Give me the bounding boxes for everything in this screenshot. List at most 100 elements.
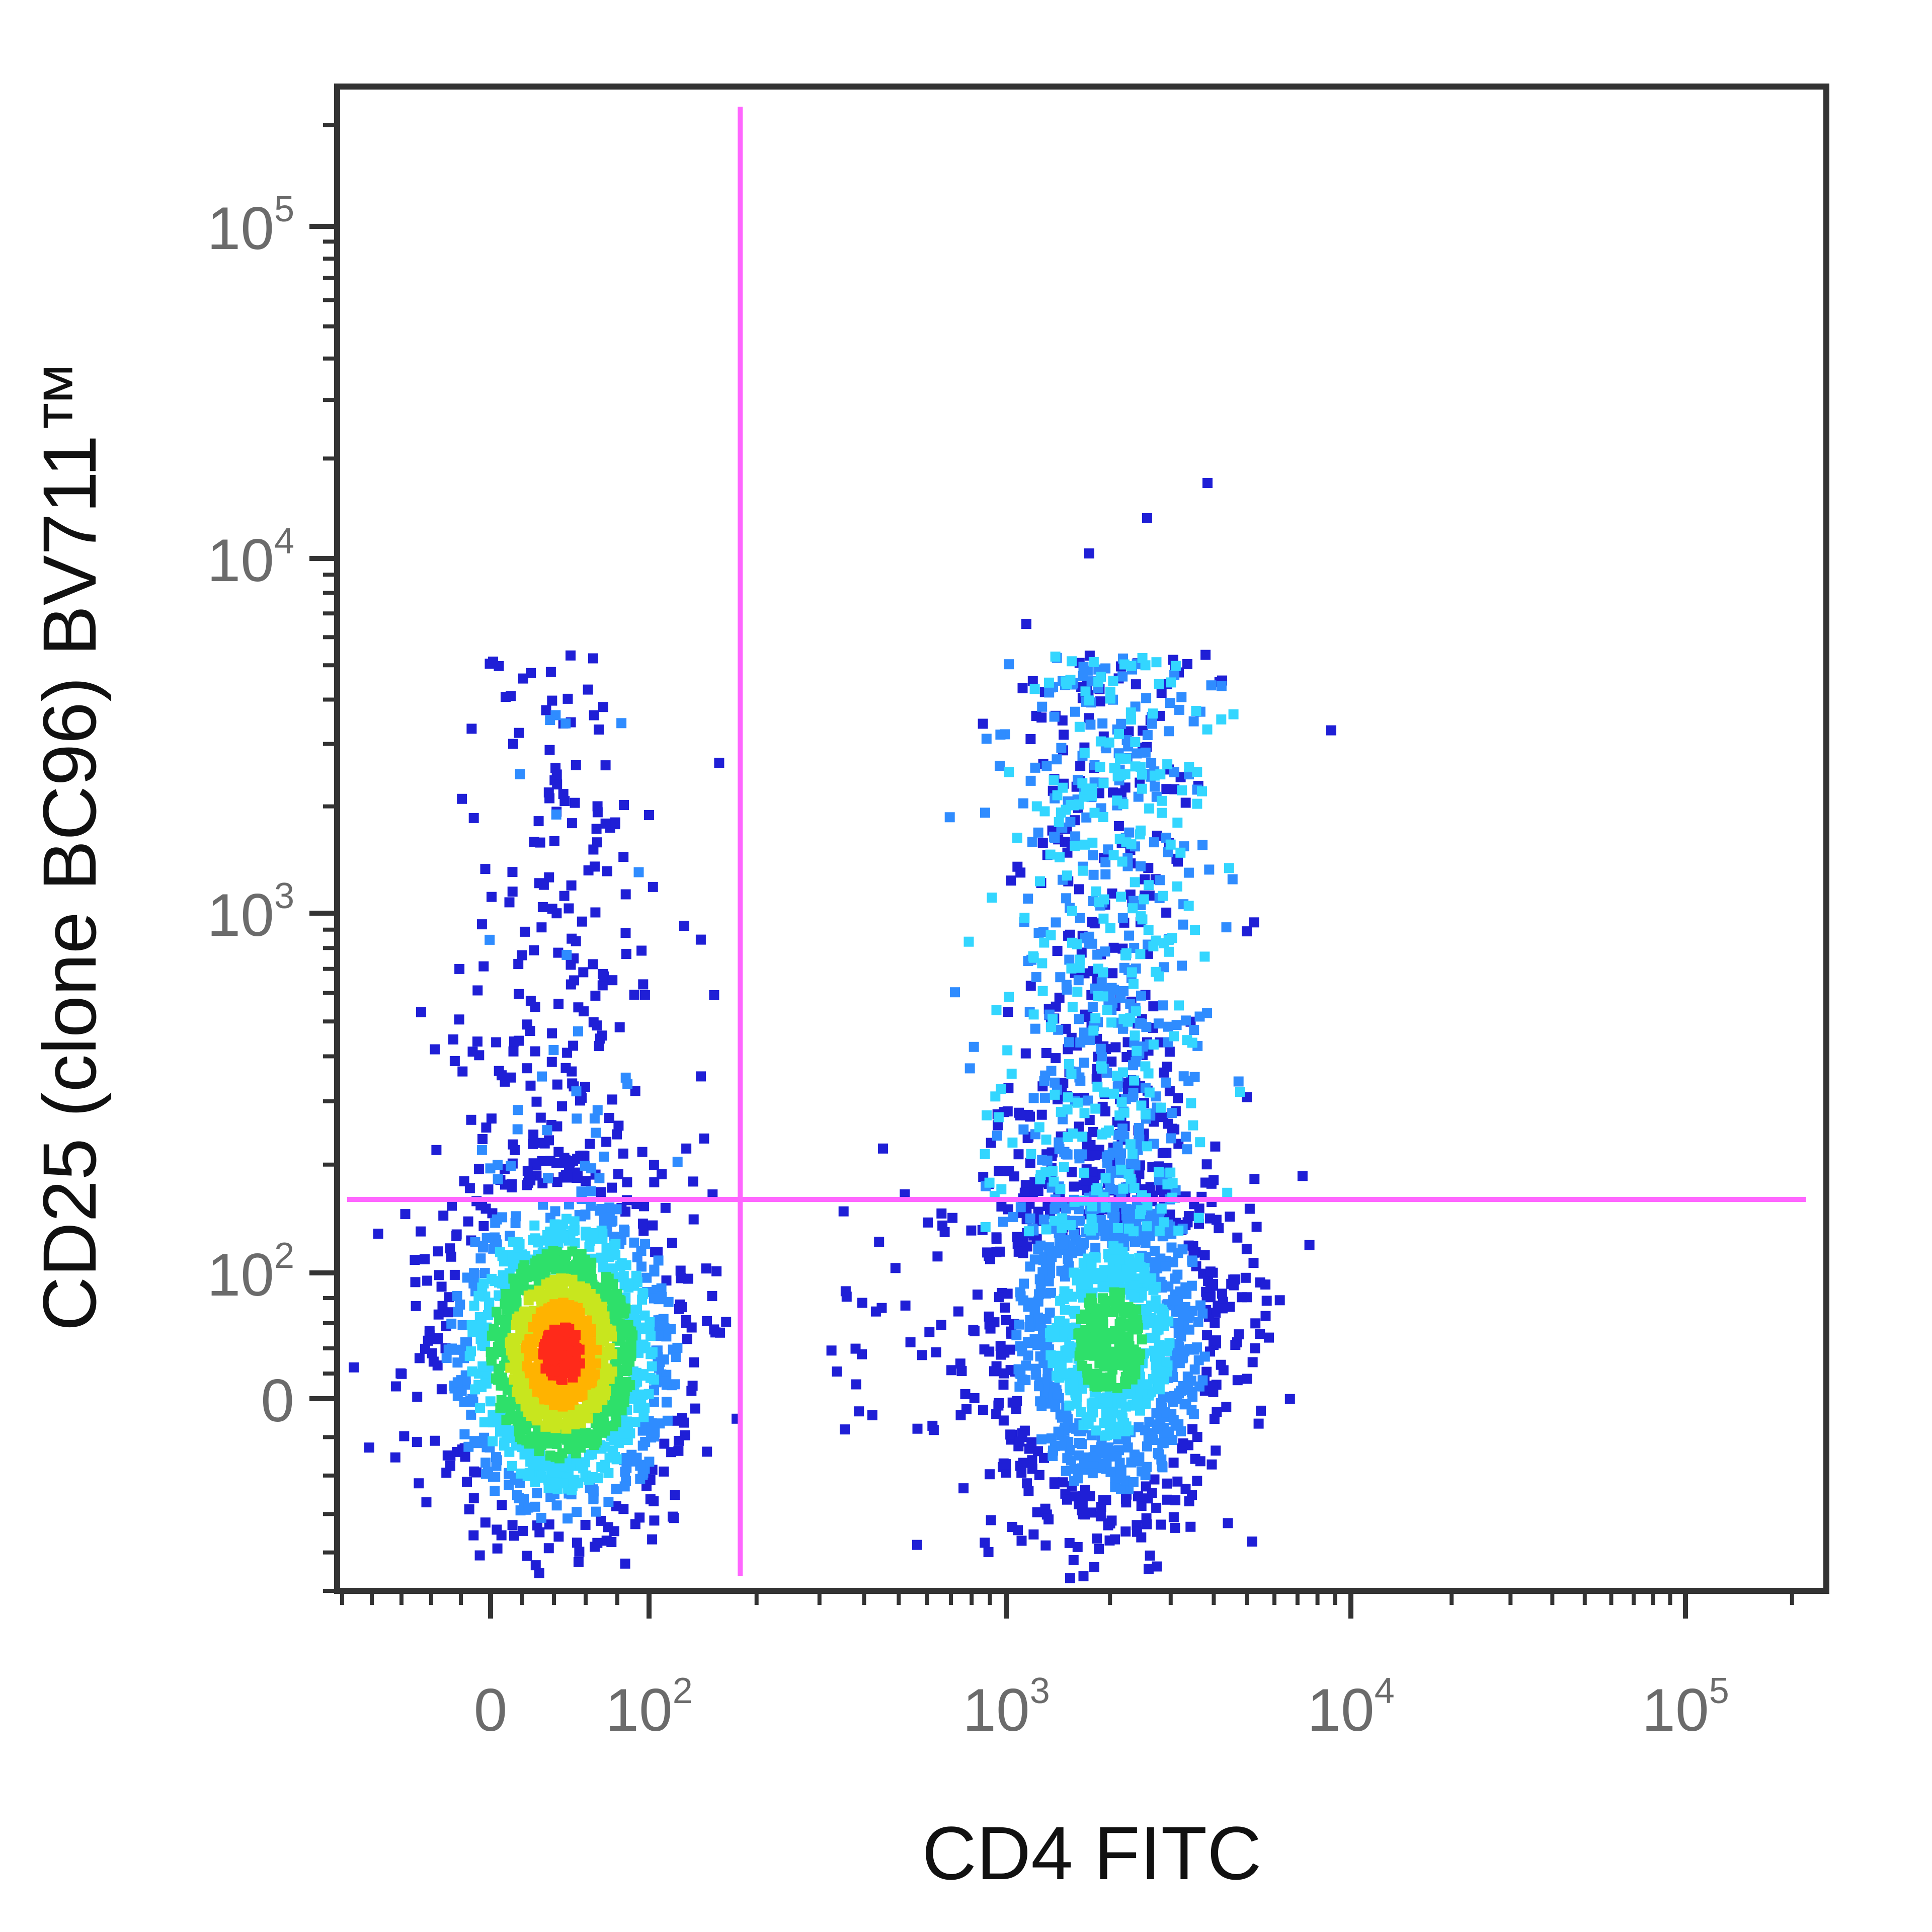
event-dot (1043, 1276, 1054, 1286)
event-dot (1100, 1430, 1110, 1441)
event-dot (1058, 782, 1068, 793)
event-dot (504, 897, 515, 908)
event-dot (1188, 716, 1199, 727)
event-dot (1037, 958, 1048, 969)
event-dot (1046, 1325, 1057, 1335)
event-dot (1189, 1025, 1199, 1035)
event-dot (604, 1343, 615, 1353)
event-dot (1210, 1141, 1221, 1152)
event-dot (479, 1417, 490, 1427)
event-dot (481, 1378, 492, 1389)
event-dot (607, 1406, 618, 1417)
event-dot (592, 801, 603, 812)
event-dot (679, 1417, 689, 1428)
event-dot (545, 1492, 556, 1502)
event-dot (644, 810, 654, 820)
event-dot (1181, 1399, 1191, 1409)
event-dot (1158, 1437, 1169, 1448)
event-dot (989, 1366, 999, 1377)
event-dot (1017, 683, 1028, 693)
event-dot (1114, 1110, 1125, 1121)
event-dot (1080, 686, 1091, 697)
event-dot (1230, 1340, 1241, 1350)
event-dot (509, 1531, 519, 1541)
event-dot (421, 1497, 432, 1507)
event-dot (984, 1177, 995, 1188)
event-dot (679, 921, 689, 931)
event-dot (1061, 804, 1071, 815)
event-dot (1100, 663, 1111, 674)
event-dot (522, 1551, 532, 1561)
event-dot (1114, 729, 1124, 739)
event-dot (649, 1496, 659, 1506)
event-dot (1119, 1417, 1130, 1428)
event-dot (412, 1392, 423, 1402)
event-dot (876, 1303, 887, 1313)
event-dot (1068, 1129, 1078, 1139)
event-dot (1015, 1287, 1025, 1298)
event-dot (1095, 762, 1105, 772)
event-dot (637, 1295, 648, 1305)
event-dot (1003, 1007, 1013, 1017)
event-dot (473, 1291, 484, 1301)
event-dot (963, 936, 974, 947)
event-dot (469, 1436, 480, 1446)
event-dot (1080, 1325, 1091, 1335)
event-dot (1063, 1092, 1073, 1103)
event-dot (1095, 696, 1105, 707)
event-dot (1177, 1244, 1188, 1255)
event-dot (601, 1137, 612, 1147)
event-dot (1074, 1499, 1084, 1509)
event-dot (1242, 1292, 1252, 1303)
event-dot (581, 1176, 591, 1186)
event-dot (1156, 688, 1167, 698)
event-dot (457, 1320, 468, 1330)
event-dot (671, 1352, 681, 1362)
event-dot (509, 1036, 519, 1047)
event-dot (511, 1320, 521, 1330)
event-dot (1045, 849, 1056, 860)
event-dot (1014, 1436, 1025, 1447)
event-dot (674, 1435, 684, 1446)
event-dot (507, 1182, 517, 1192)
event-dot (1107, 1407, 1118, 1418)
event-dot (414, 1353, 425, 1363)
event-dot (711, 1266, 722, 1276)
event-dot (1177, 785, 1187, 795)
event-dot (1106, 1373, 1116, 1384)
event-dot (1074, 884, 1084, 895)
event-dot (595, 1318, 605, 1329)
x-tick-label: 105 (1642, 1671, 1729, 1744)
event-dot (1130, 877, 1140, 888)
event-dot (506, 1072, 516, 1083)
event-dot (1197, 1308, 1208, 1319)
event-dot (538, 1199, 548, 1210)
event-dot (1169, 1031, 1179, 1041)
event-dot (709, 990, 719, 1000)
event-dot (982, 1247, 993, 1258)
event-dot (937, 1220, 948, 1231)
event-dot (546, 1366, 556, 1377)
event-dot (1065, 1327, 1075, 1337)
event-dot (1149, 837, 1159, 848)
event-dot (636, 1389, 647, 1400)
event-dot (543, 787, 554, 798)
event-dot (452, 1377, 463, 1388)
event-dot (497, 1500, 507, 1510)
event-dot (1018, 1124, 1029, 1135)
event-dot (1117, 856, 1128, 867)
event-dot (1109, 1278, 1119, 1289)
event-dot (484, 1298, 495, 1308)
event-dot (449, 1056, 460, 1066)
event-dot (500, 1299, 510, 1309)
event-dot (1116, 1164, 1126, 1175)
event-dot (551, 809, 561, 820)
event-dot (490, 1218, 501, 1228)
event-dot (430, 1044, 440, 1055)
event-dot (1116, 718, 1126, 729)
event-dot (550, 763, 561, 773)
event-dot (505, 1338, 515, 1348)
event-dot (1067, 1002, 1078, 1012)
event-dot (1158, 1000, 1168, 1011)
event-dot (1082, 1012, 1093, 1022)
